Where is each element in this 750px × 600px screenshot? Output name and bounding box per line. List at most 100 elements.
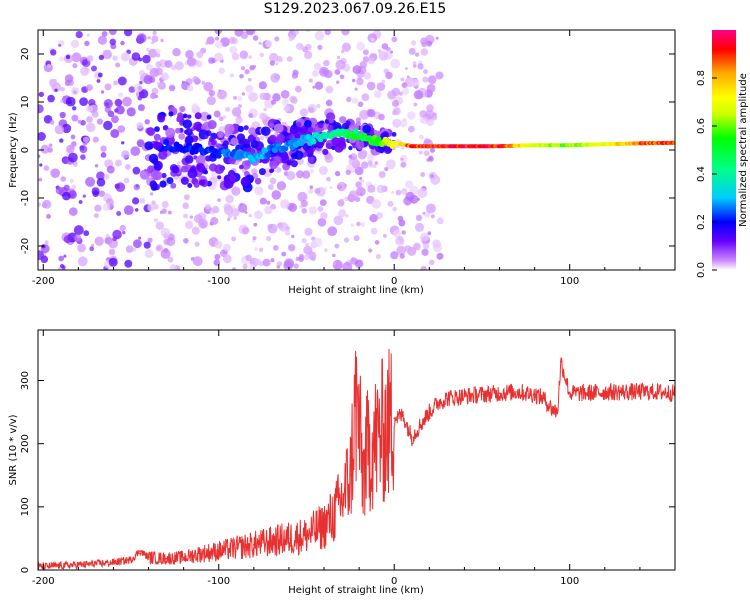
spectrogram-blob [69, 207, 78, 216]
snr-data-point [367, 449, 369, 451]
spectrogram-blob [269, 52, 279, 63]
snr-x-tick-label: -100 [207, 576, 230, 587]
spectrogram-blob [272, 245, 279, 251]
spectrogram-blob [318, 166, 328, 175]
spectrogram-blob [147, 237, 153, 243]
spectrogram-blob [284, 258, 295, 269]
spectrogram-blob [236, 133, 246, 142]
spectrogram-blob [259, 197, 267, 205]
spectrogram-y-tick-label: 20 [20, 48, 31, 61]
spectrogram-blob [126, 107, 136, 117]
spectrogram-blob [409, 194, 419, 204]
spectrogram-blob [313, 237, 323, 247]
spectrogram-blob [153, 160, 163, 171]
spectrogram-blob [300, 200, 308, 208]
spectrogram-blob [77, 256, 88, 267]
spectrogram-blob [374, 161, 379, 165]
spectrogram-blob [194, 112, 202, 120]
spectrogram-blob [239, 50, 249, 60]
spectrogram-blob [264, 206, 273, 215]
spectrogram-blob [289, 126, 298, 135]
spectrogram-blob [80, 154, 86, 160]
spectrogram-blob [252, 35, 259, 41]
spectrogram-blob [327, 226, 338, 237]
spectrogram-blob [153, 133, 161, 141]
spectrogram-blob [421, 248, 429, 256]
spectrogram-blob [59, 56, 65, 62]
snr-data-point [323, 525, 325, 527]
spectrogram-blob [301, 170, 311, 179]
spectrogram-blob [312, 70, 319, 77]
spectrogram-blob [354, 166, 364, 176]
spectrogram-blob [132, 197, 140, 205]
spectrogram-blob [72, 185, 76, 189]
spectrogram-blob [218, 116, 224, 122]
spectrogram-blob [280, 90, 290, 99]
spectrogram-blob [401, 146, 405, 150]
spectrogram-blob [112, 55, 118, 61]
spectrogram-blob [160, 227, 171, 238]
spectrogram-blob [281, 251, 287, 257]
spectrogram-blob [123, 205, 134, 216]
spectrogram-blob [295, 256, 300, 261]
spectrogram-blob [94, 164, 99, 168]
spectrogram-blob [182, 202, 189, 210]
colorbar-tick-label: 0.4 [696, 166, 707, 182]
spectrogram-y-axis: -20 -10 0 10 20 [20, 48, 675, 254]
spectrogram-blob [387, 200, 394, 207]
spectrogram-blob [298, 253, 305, 260]
spectrogram-blob [358, 149, 368, 159]
spectrogram-blob [71, 114, 79, 122]
spectrogram-blob [183, 213, 189, 219]
spectrogram-blob [430, 174, 434, 178]
spectrogram-blob [385, 71, 393, 80]
spectrogram-blob [187, 114, 192, 119]
spectrogram-blob [223, 115, 227, 119]
snr-series-line [38, 348, 675, 570]
spectrogram-blob [63, 235, 72, 244]
spectrogram-blob [50, 168, 60, 178]
snr-data-point [419, 423, 422, 426]
spectrogram-blob [130, 146, 141, 157]
spectrogram-blob [423, 150, 430, 157]
spectrogram-blob [216, 143, 222, 150]
spectrogram-blob [280, 199, 290, 209]
spectrogram-blob [150, 92, 157, 100]
spectrogram-blob [175, 127, 181, 134]
spectrogram-blob [70, 39, 80, 48]
spectrogram-blob [326, 176, 331, 182]
spectrogram-blob [206, 96, 216, 106]
spectrogram-blob [288, 244, 296, 252]
spectrogram-blob [231, 107, 242, 117]
spectrogram-blob [231, 267, 237, 270]
spectrogram-blob [259, 135, 265, 141]
spectrogram-blob [165, 127, 176, 138]
spectrogram-ridge-mark [264, 152, 271, 158]
spectrogram-blob [217, 131, 224, 138]
spectrogram-blob [426, 104, 434, 113]
spectrogram-blob [361, 93, 370, 102]
spectrogram-blob [270, 73, 280, 83]
spectrogram-blob [104, 83, 112, 91]
spectrogram-blob [208, 136, 215, 143]
spectrogram-blob [400, 161, 407, 168]
snr-data-point [551, 408, 553, 410]
spectrogram-blob [102, 203, 111, 212]
spectrogram-blob [319, 199, 327, 207]
spectrogram-blob [310, 256, 316, 262]
spectrogram-blob [206, 36, 215, 45]
spectrogram-blob [157, 114, 166, 123]
spectrogram-blob [138, 89, 149, 99]
spectrogram-blob [241, 227, 250, 235]
spectrogram-blob [47, 63, 51, 68]
spectrogram-blob [258, 41, 262, 45]
snr-x-tick-label: 0 [391, 576, 397, 587]
spectrogram-blob [139, 70, 145, 76]
spectrogram-blob [254, 186, 264, 196]
spectrogram-blob [267, 223, 278, 234]
spectrogram-blob [103, 173, 110, 180]
spectrogram-blob [77, 243, 86, 253]
spectrogram-blob [58, 43, 62, 47]
spectrogram-blob [240, 31, 249, 39]
spectrogram-blob [50, 49, 57, 56]
